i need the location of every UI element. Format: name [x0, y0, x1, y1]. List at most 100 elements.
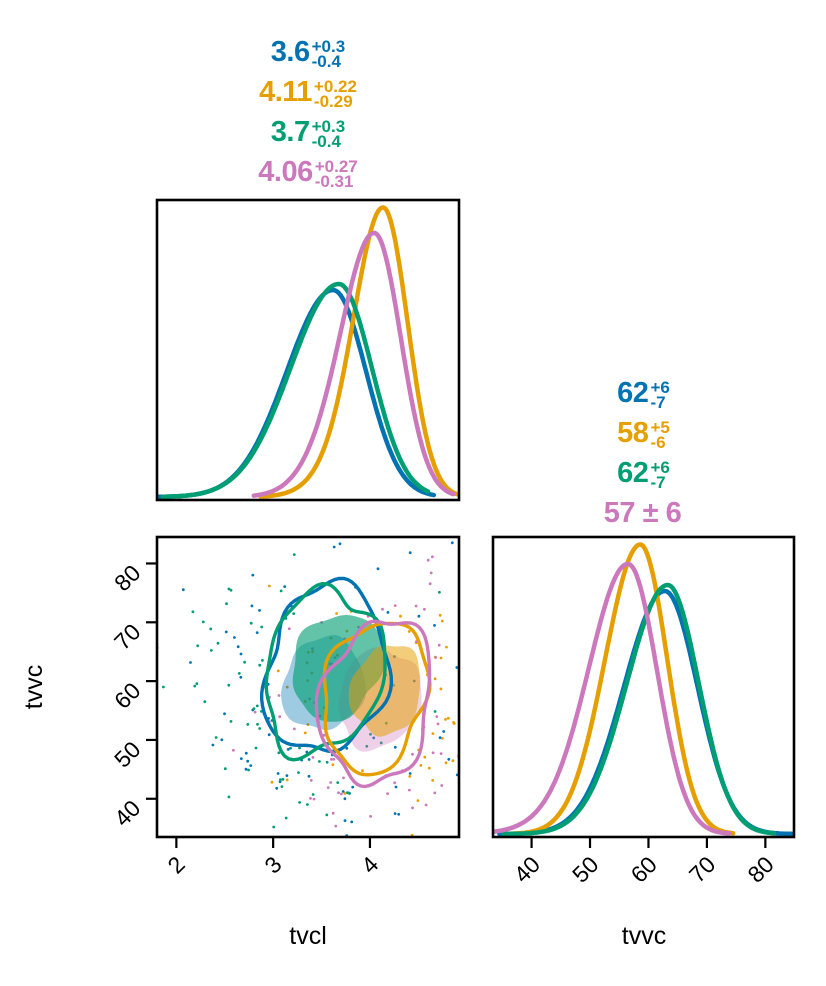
estimate-minus: -0.4	[311, 132, 341, 151]
scatter-point	[249, 764, 253, 767]
scatter-point	[276, 669, 280, 673]
scatter-point	[306, 803, 309, 806]
scatter-point	[244, 767, 248, 771]
estimate-minus: -6	[650, 433, 666, 452]
scatter-point	[486, 813, 489, 816]
scatter-point	[307, 758, 311, 761]
scatter-point	[307, 774, 311, 778]
scatter-point	[433, 710, 437, 713]
estimate-value: 62	[617, 456, 649, 489]
estimate-error: +0.3 -0.4	[311, 118, 346, 151]
scatter-point	[305, 750, 309, 754]
scatter-point	[253, 710, 257, 714]
tick-label: 40	[509, 851, 545, 887]
scatter-point	[335, 612, 338, 615]
scatter-point	[482, 695, 485, 698]
scatter-point	[255, 704, 259, 708]
scatter-point	[452, 721, 455, 724]
scatter-point	[286, 748, 290, 751]
scatter-point	[423, 755, 427, 759]
estimate-tvcl-orange: 4.11 +0.22 -0.29	[157, 72, 459, 112]
scatter-point	[444, 718, 447, 721]
scatter-point	[445, 645, 448, 649]
scatter-point	[232, 748, 235, 752]
density-curve-teal	[160, 281, 431, 499]
scatter-point	[306, 723, 310, 726]
estimate-plus: +0.22	[313, 77, 357, 96]
scatter-point	[268, 891, 271, 894]
scatter-point	[393, 745, 397, 749]
panel-border	[155, 198, 461, 502]
tick-label: 70	[684, 851, 720, 887]
scatter-point	[283, 585, 287, 588]
scatter-point	[268, 584, 271, 588]
scatter-point	[191, 610, 195, 614]
scatter-point	[372, 736, 376, 740]
scatter-point	[276, 772, 280, 775]
scatter-point	[428, 844, 431, 847]
scatter-point	[516, 652, 519, 655]
scatter-point	[322, 733, 326, 737]
scatter-point	[258, 609, 261, 612]
estimate-error: +5 -6	[650, 419, 669, 452]
scatter-point	[497, 762, 500, 765]
scatter-point	[201, 620, 205, 624]
estimate-error: +0.27 -0.31	[315, 158, 358, 190]
scatter-point	[384, 862, 387, 865]
estimate-tvcl-pink: 4.06 +0.27 -0.31	[157, 152, 459, 192]
scatter-point	[181, 588, 185, 592]
scatter-point	[209, 649, 213, 652]
scatter-point	[211, 743, 215, 747]
x-axis-label-tvvc: tvvc	[622, 922, 666, 950]
scatter-point	[287, 627, 291, 631]
scatter-point	[342, 776, 345, 780]
scatter-point	[369, 732, 372, 736]
scatter-point	[330, 758, 333, 761]
tick-label: 50	[109, 736, 145, 772]
scatter-point	[438, 736, 442, 740]
estimate-minus: -7	[650, 393, 666, 412]
y-axis-label-tvvc: tvvc	[20, 665, 48, 709]
scatter-point	[279, 589, 283, 593]
estimate-value: 4.06	[258, 155, 313, 188]
scatter-point	[361, 769, 364, 773]
scatter-point	[342, 858, 345, 861]
density-curve-teal	[501, 582, 777, 837]
scatter-point	[343, 819, 347, 822]
scatter-point	[423, 607, 426, 611]
scatter-points-teal	[157, 553, 441, 894]
scatter-point	[337, 791, 340, 795]
scatter-point	[433, 624, 436, 627]
scatter-point	[463, 673, 466, 676]
scatter-point	[258, 663, 262, 667]
scatter-point	[247, 768, 250, 772]
scatter-point	[223, 712, 226, 716]
scatter-point	[297, 873, 300, 876]
scatter-point	[195, 682, 199, 686]
tick-label: 50	[567, 851, 603, 887]
estimate-error: +6 -7	[650, 459, 669, 491]
scatter-point	[436, 880, 439, 883]
scatter-point	[465, 786, 468, 789]
scatter-point	[365, 744, 369, 748]
scatter-point	[246, 723, 250, 726]
density-curve-pink	[493, 561, 732, 836]
scatter-point	[229, 720, 233, 723]
scatter-point	[343, 797, 347, 801]
scatter-point	[239, 757, 243, 760]
scatter-point	[332, 757, 336, 761]
density-curve-pink	[251, 230, 456, 498]
scatter-point	[292, 553, 296, 556]
scatter-point	[433, 791, 437, 795]
scatter-point	[393, 781, 396, 785]
scatter-point	[394, 785, 398, 789]
scatter-point	[433, 677, 437, 681]
scatter-point	[246, 759, 250, 763]
scatter-point	[378, 882, 381, 885]
scatter-point	[386, 611, 390, 614]
scatter-point	[196, 644, 200, 648]
scatter-point	[303, 731, 307, 735]
tick-label: 70	[109, 618, 145, 654]
scatter-point	[258, 727, 262, 730]
scatter-point	[410, 850, 413, 853]
